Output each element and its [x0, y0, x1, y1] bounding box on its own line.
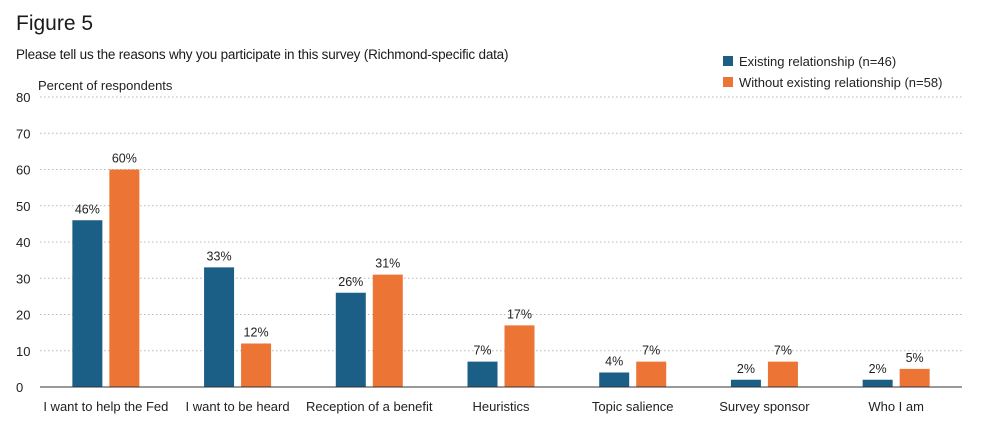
category-label: Heuristics — [472, 399, 530, 414]
bar-without — [899, 368, 930, 387]
bar-value-label: 17% — [507, 307, 532, 321]
grid-lines — [40, 96, 962, 352]
category-label: Survey sponsor — [719, 399, 810, 414]
category-label: Who I am — [868, 399, 924, 414]
bar-value-label: 2% — [737, 362, 755, 376]
bar-without — [241, 343, 272, 387]
bar-value-label: 31% — [375, 257, 400, 271]
y-tick-label: 20 — [16, 308, 30, 323]
y-tick-label: 50 — [16, 199, 30, 214]
bar-without — [636, 361, 667, 387]
category-label: I want to help the Fed — [43, 399, 168, 414]
bars — [72, 169, 930, 387]
y-tick-label: 80 — [16, 90, 30, 105]
bar-value-label: 60% — [112, 152, 137, 166]
bar-value-label: 26% — [338, 275, 363, 289]
bar-value-label: 46% — [75, 202, 100, 216]
bar-existing — [599, 372, 630, 387]
bar-existing — [862, 379, 893, 387]
chart-title: Please tell us the reasons why you parti… — [16, 47, 509, 62]
category-label: I want to be heard — [186, 399, 290, 414]
y-axis-label: Percent of respondents — [38, 78, 173, 93]
category-label: Topic salience — [592, 399, 674, 414]
bar-value-label: 33% — [207, 249, 232, 263]
bar-existing — [335, 292, 366, 387]
legend: Existing relationship (n=46) Without exis… — [723, 54, 942, 90]
legend-entry: Existing relationship (n=46) — [739, 54, 896, 69]
y-tick-label: 40 — [16, 235, 30, 250]
bar-value-label: 2% — [869, 362, 887, 376]
bar-existing — [204, 267, 235, 387]
bar-without — [767, 361, 798, 387]
y-tick-label: 70 — [16, 126, 30, 141]
y-axis-ticks: 0 10 20 30 40 50 60 70 80 — [16, 90, 30, 395]
bar-value-label: 4% — [605, 355, 623, 369]
bar-value-label: 7% — [774, 344, 792, 358]
y-tick-label: 10 — [16, 344, 30, 359]
y-tick-label: 0 — [16, 380, 23, 395]
bar-value-label: 5% — [906, 351, 924, 365]
x-axis-categories: I want to help the Fed I want to be heard… — [43, 399, 924, 414]
bar-without — [372, 274, 403, 387]
figure-label: Figure 5 — [16, 12, 94, 35]
y-tick-label: 60 — [16, 163, 30, 178]
bar-value-label: 12% — [244, 326, 269, 340]
legend-swatch — [723, 77, 733, 87]
legend-entry: Without existing relationship (n=58) — [739, 75, 942, 90]
bar-without — [504, 325, 535, 387]
bar-existing — [72, 220, 103, 387]
legend-swatch — [723, 56, 733, 66]
bar-without — [109, 169, 140, 387]
y-tick-label: 30 — [16, 271, 30, 286]
bar-value-label: 7% — [473, 344, 491, 358]
value-labels: 46% 60% 33% 12% 26% 31% 7% 17% 4% 7% 2% 7% 2% 5% — [75, 152, 924, 376]
bar-existing — [730, 379, 761, 387]
category-label: Reception of a benefit — [306, 399, 433, 414]
bar-value-label: 7% — [642, 344, 660, 358]
bar-existing — [467, 361, 498, 387]
